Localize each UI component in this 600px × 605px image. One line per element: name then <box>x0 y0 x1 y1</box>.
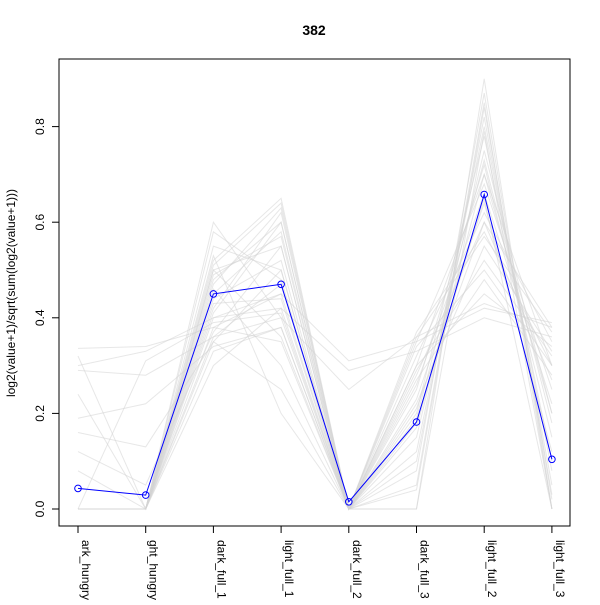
y-tick-label: 0.6 <box>33 214 47 231</box>
x-axis: ark_hungry ght_hungry dark_full_1 light_ful… <box>77 525 567 600</box>
x-tick-label: ght_hungry <box>147 540 161 600</box>
background-series-line <box>78 158 553 511</box>
y-tick-label: 0.0 <box>33 500 47 517</box>
background-series-line <box>77 201 553 511</box>
background-series-line <box>77 293 553 362</box>
x-tick-label: dark_full_2 <box>350 540 364 599</box>
x-tick-label: light_full_3 <box>553 540 567 598</box>
background-series-line <box>78 162 553 511</box>
chart-title: 382 <box>302 22 326 38</box>
highlight-series-point <box>548 455 556 464</box>
background-series-group <box>77 78 553 511</box>
y-axis-label: log2(value+1)/sqrt(sum(log2(value+1))) <box>4 189 18 397</box>
highlight-series-group <box>74 190 556 506</box>
background-series-line <box>77 307 553 371</box>
background-series-line <box>77 220 553 511</box>
y-tick-label: 0.2 <box>33 405 47 422</box>
y-tick-label: 0.4 <box>33 309 47 326</box>
x-tick-label: light_full_2 <box>485 540 499 598</box>
background-series-line <box>78 93 553 510</box>
background-series-line <box>77 259 553 511</box>
highlight-series-point <box>209 290 218 298</box>
background-series-line <box>77 172 553 511</box>
x-tick-label: dark_full_1 <box>214 540 228 599</box>
x-tick-label: ark_hungry <box>79 540 93 600</box>
background-series-line <box>77 278 553 511</box>
highlight-series-point <box>345 498 353 506</box>
y-tick-label: 0.8 <box>33 118 47 135</box>
highlight-series-line <box>77 192 553 503</box>
highlight-series-point <box>141 491 150 499</box>
highlight-series-point <box>480 190 489 199</box>
background-series-line <box>78 172 553 511</box>
y-axis: 0.0 0.2 0.4 0.6 0.8 <box>33 118 60 517</box>
x-tick-label: dark_full_3 <box>418 540 432 599</box>
highlight-series-point <box>412 418 421 426</box>
background-series-line <box>77 302 553 391</box>
highlight-series-point <box>277 280 285 289</box>
x-tick-label: light_full_1 <box>282 540 296 598</box>
highlight-series-point <box>74 484 82 493</box>
background-series-line <box>77 269 553 511</box>
